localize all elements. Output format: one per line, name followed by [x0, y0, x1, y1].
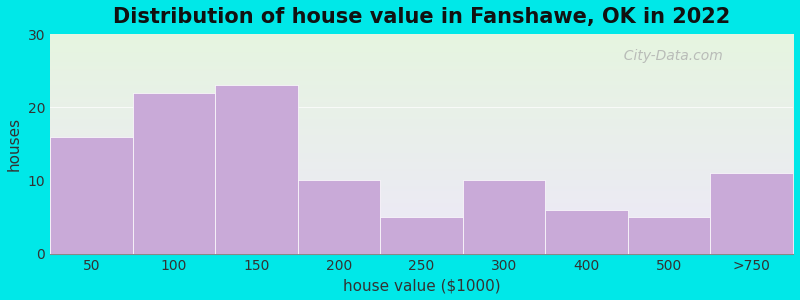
Bar	[298, 180, 380, 254]
Bar	[50, 136, 133, 254]
Title: Distribution of house value in Fanshawe, OK in 2022: Distribution of house value in Fanshawe,…	[113, 7, 730, 27]
Bar	[380, 217, 463, 254]
Text: City-Data.com: City-Data.com	[614, 50, 722, 63]
Bar	[546, 210, 628, 254]
X-axis label: house value ($1000): house value ($1000)	[342, 278, 500, 293]
Y-axis label: houses: houses	[7, 117, 22, 171]
Bar	[710, 173, 793, 254]
Bar	[133, 93, 215, 254]
Bar	[628, 217, 710, 254]
Bar	[463, 180, 546, 254]
Bar	[215, 85, 298, 253]
